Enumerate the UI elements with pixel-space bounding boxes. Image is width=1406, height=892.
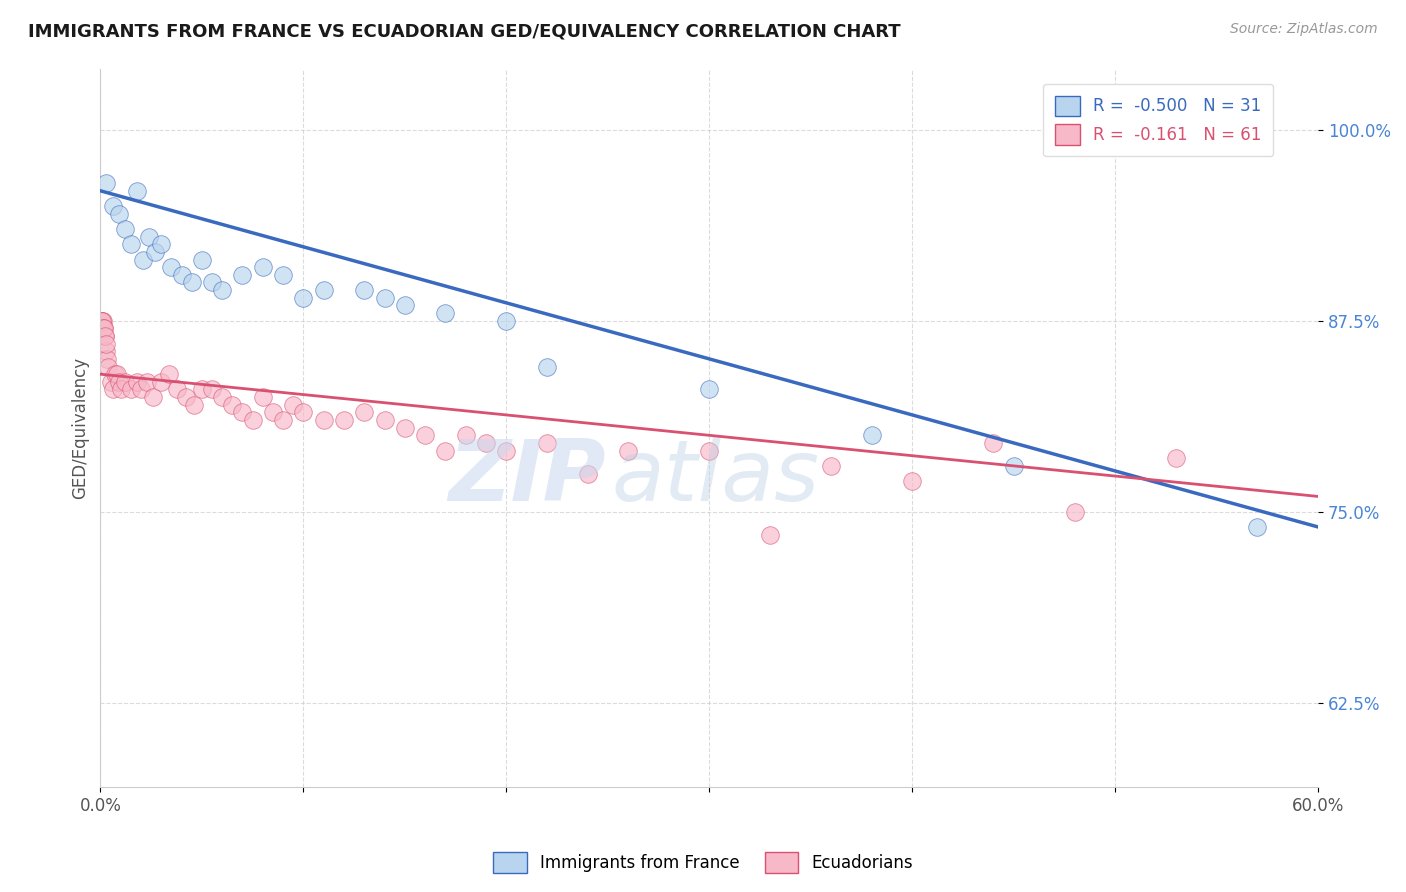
Point — [101, 383, 124, 397]
Point — [120, 383, 142, 397]
Point — [96, 351, 118, 366]
Point — [211, 283, 233, 297]
Point — [536, 359, 558, 374]
Point — [143, 244, 166, 259]
Point — [292, 405, 315, 419]
Point — [138, 229, 160, 244]
Point — [394, 420, 416, 434]
Point — [107, 375, 129, 389]
Legend: R =  -0.500   N = 31, R =  -0.161   N = 61: R = -0.500 N = 31, R = -0.161 N = 61 — [1043, 84, 1274, 156]
Point — [252, 260, 274, 275]
Point — [174, 390, 197, 404]
Point — [125, 184, 148, 198]
Point — [120, 237, 142, 252]
Point — [97, 359, 120, 374]
Point — [394, 298, 416, 312]
Point — [536, 436, 558, 450]
Point — [495, 314, 517, 328]
Point — [312, 283, 335, 297]
Point — [1246, 520, 1268, 534]
Point — [166, 383, 188, 397]
Point — [150, 375, 173, 389]
Point — [101, 199, 124, 213]
Point — [252, 390, 274, 404]
Point — [820, 458, 842, 473]
Point — [160, 260, 183, 275]
Point — [413, 428, 436, 442]
Point — [759, 527, 782, 541]
Point — [93, 321, 115, 335]
Point — [1166, 451, 1188, 466]
Point — [136, 375, 159, 389]
Point — [211, 390, 233, 404]
Point — [91, 314, 114, 328]
Point — [271, 413, 294, 427]
Point — [100, 375, 122, 389]
Point — [183, 398, 205, 412]
Point — [93, 314, 115, 328]
Point — [262, 405, 284, 419]
Point — [191, 252, 214, 267]
Point — [353, 283, 375, 297]
Y-axis label: GED/Equivalency: GED/Equivalency — [72, 357, 89, 499]
Point — [125, 375, 148, 389]
Point — [373, 413, 395, 427]
Point — [201, 276, 224, 290]
Point — [617, 443, 640, 458]
Point — [103, 367, 125, 381]
Point — [93, 321, 115, 335]
Point — [94, 329, 117, 343]
Point — [114, 375, 136, 389]
Point — [94, 336, 117, 351]
Point — [107, 207, 129, 221]
Point — [105, 367, 128, 381]
Point — [91, 321, 114, 335]
Point — [1002, 458, 1025, 473]
Point — [129, 383, 152, 397]
Point — [312, 413, 335, 427]
Point — [91, 314, 114, 328]
Point — [221, 398, 243, 412]
Point — [110, 383, 132, 397]
Point — [90, 314, 112, 328]
Text: IMMIGRANTS FROM FRANCE VS ECUADORIAN GED/EQUIVALENCY CORRELATION CHART: IMMIGRANTS FROM FRANCE VS ECUADORIAN GED… — [28, 22, 901, 40]
Point — [373, 291, 395, 305]
Point — [132, 252, 155, 267]
Point — [94, 329, 117, 343]
Point — [333, 413, 356, 427]
Point — [231, 268, 253, 282]
Point — [231, 405, 253, 419]
Point — [697, 383, 720, 397]
Point — [180, 276, 202, 290]
Point — [434, 443, 457, 458]
Point — [983, 436, 1005, 450]
Point — [170, 268, 193, 282]
Point — [96, 344, 118, 359]
Point — [201, 383, 224, 397]
Point — [191, 383, 214, 397]
Point — [114, 222, 136, 236]
Text: ZIP: ZIP — [449, 436, 606, 519]
Point — [576, 467, 599, 481]
Point — [292, 291, 315, 305]
Text: Source: ZipAtlas.com: Source: ZipAtlas.com — [1230, 22, 1378, 37]
Point — [353, 405, 375, 419]
Text: atlas: atlas — [612, 436, 820, 519]
Point — [283, 398, 305, 412]
Point — [860, 428, 883, 442]
Point — [697, 443, 720, 458]
Point — [96, 176, 118, 190]
Legend: Immigrants from France, Ecuadorians: Immigrants from France, Ecuadorians — [486, 846, 920, 880]
Point — [901, 474, 924, 488]
Point — [150, 237, 173, 252]
Point — [157, 367, 180, 381]
Point — [242, 413, 264, 427]
Point — [142, 390, 165, 404]
Point — [434, 306, 457, 320]
Point — [475, 436, 498, 450]
Point — [271, 268, 294, 282]
Point — [495, 443, 517, 458]
Point — [1063, 505, 1085, 519]
Point — [454, 428, 477, 442]
